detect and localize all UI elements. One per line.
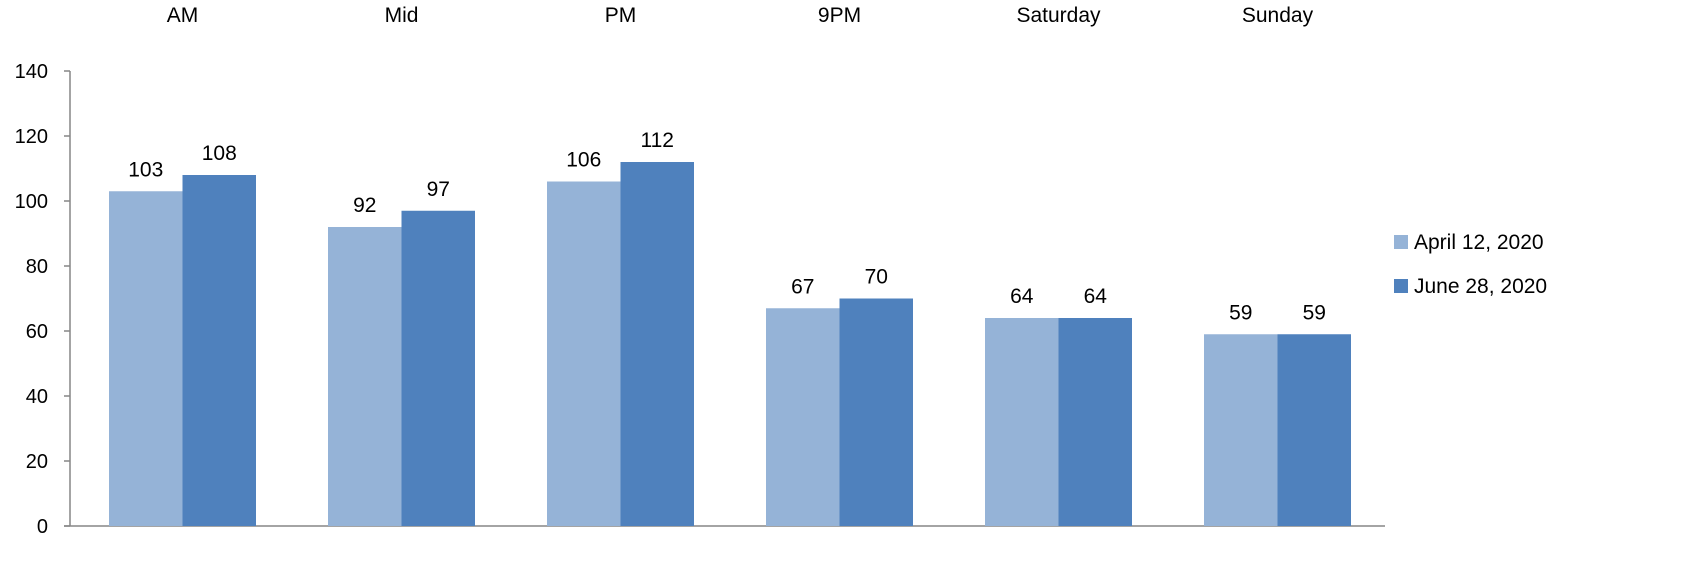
y-tick-label: 40 [26,386,48,408]
category-label: Saturday [1016,4,1101,27]
data-label: 112 [641,129,674,152]
bar [182,175,256,526]
bar [109,191,183,526]
data-label: 64 [1084,285,1108,308]
data-label: 103 [128,158,163,181]
y-axis: 0 20 40 60 80 100 120 140 [15,61,71,538]
bar [766,308,840,526]
category-label: Sunday [1242,4,1314,27]
data-label: 97 [427,178,450,201]
legend-swatch [1394,279,1408,293]
y-tick-label: 0 [37,516,48,538]
data-labels: 103 108 92 97 106 112 67 70 64 64 59 59 [128,129,1326,324]
data-label: 92 [353,194,376,217]
legend-label: June 28, 2020 [1414,275,1547,298]
data-label: 64 [1010,285,1034,308]
data-label: 67 [791,275,814,298]
y-tick-label: 60 [26,321,48,343]
bar [985,318,1059,526]
bar [547,181,621,526]
bar [1058,318,1132,526]
bar [401,210,475,526]
y-tick-label: 140 [15,61,48,83]
data-label: 59 [1303,301,1326,324]
bars [109,162,1351,526]
bar [1277,334,1351,526]
data-label: 108 [202,142,237,165]
category-labels: AM Mid PM 9PM Saturday Sunday [167,4,1314,27]
y-tick-label: 20 [26,451,48,473]
category-label: PM [605,4,637,27]
bar [620,162,694,526]
category-label: AM [167,4,199,27]
y-tick-label: 80 [26,256,48,278]
category-label: 9PM [818,4,861,27]
y-tick-label: 100 [15,191,48,213]
legend: April 12, 2020 June 28, 2020 [1394,231,1547,298]
legend-label: April 12, 2020 [1414,231,1544,254]
data-label: 59 [1229,301,1252,324]
y-tick-label: 120 [15,126,48,148]
legend-swatch [1394,235,1408,249]
data-label: 70 [865,266,888,289]
category-label: Mid [385,4,419,27]
data-label: 106 [566,149,601,172]
bar [1204,334,1278,526]
bar [328,227,402,526]
bar [839,298,913,526]
